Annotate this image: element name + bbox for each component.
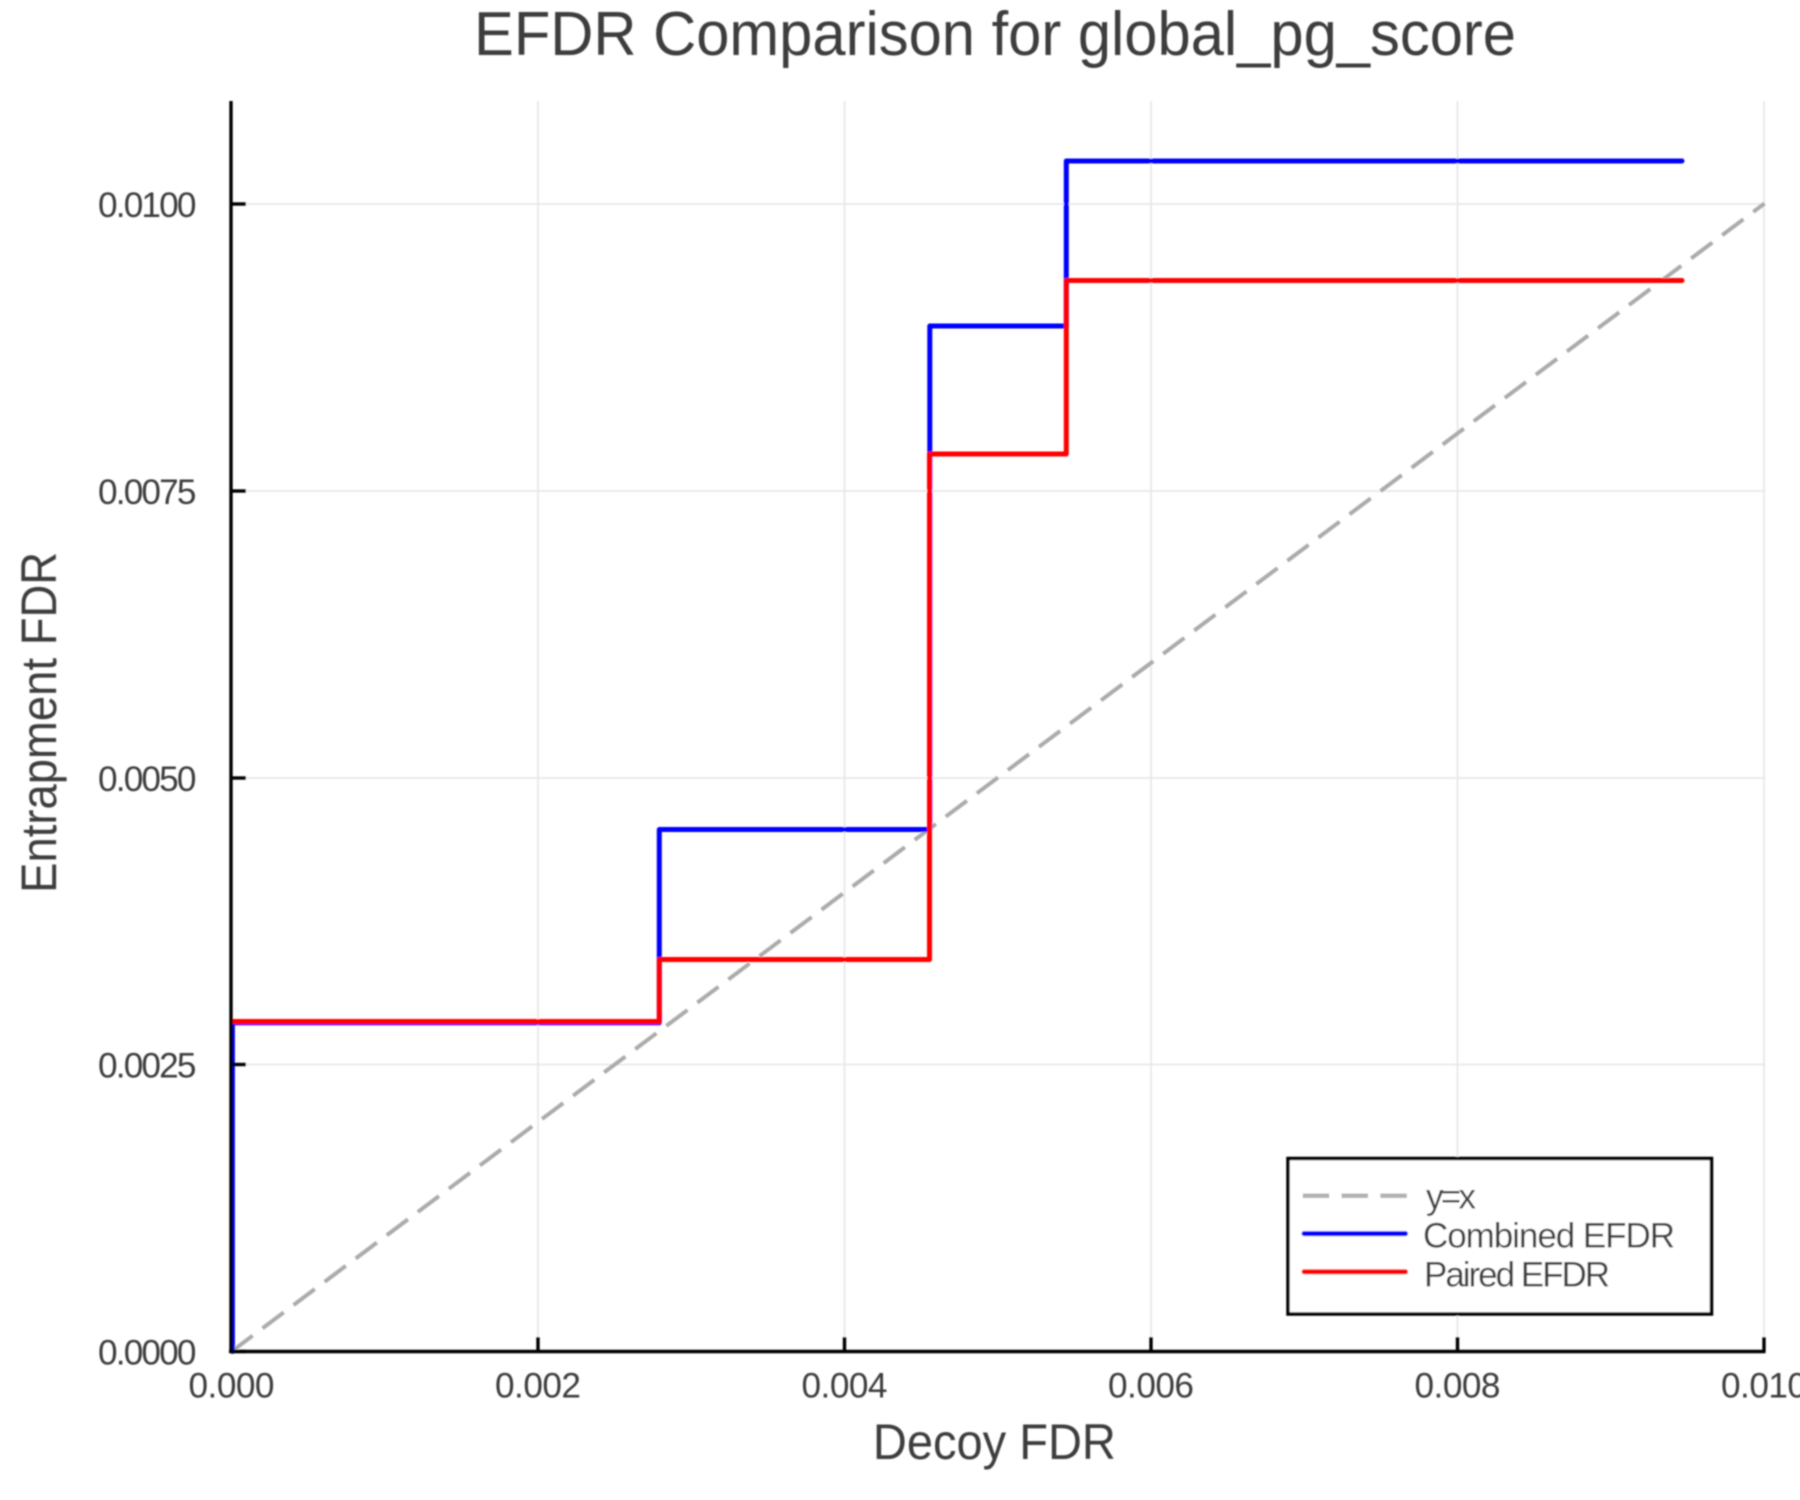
- svg-text:Combined EFDR: Combined EFDR: [1423, 1217, 1675, 1256]
- svg-text:0.010: 0.010: [1721, 1366, 1800, 1405]
- svg-text:0.002: 0.002: [495, 1366, 581, 1405]
- svg-text:0.0050: 0.0050: [98, 760, 197, 799]
- svg-text:0.008: 0.008: [1415, 1366, 1501, 1405]
- svg-text:0.0075: 0.0075: [98, 473, 197, 512]
- svg-text:0.0100: 0.0100: [98, 186, 197, 225]
- svg-text:0.000: 0.000: [189, 1366, 275, 1405]
- svg-text:Decoy FDR: Decoy FDR: [873, 1414, 1116, 1470]
- svg-text:Entrapment FDR: Entrapment FDR: [11, 552, 67, 893]
- svg-text:0.0000: 0.0000: [98, 1333, 197, 1372]
- svg-text:EFDR Comparison for global_pg_: EFDR Comparison for global_pg_score: [474, 0, 1516, 69]
- svg-text:0.0025: 0.0025: [98, 1046, 197, 1085]
- svg-text:Paired EFDR: Paired EFDR: [1424, 1256, 1610, 1295]
- svg-text:0.004: 0.004: [802, 1366, 888, 1405]
- svg-text:0.006: 0.006: [1108, 1366, 1194, 1405]
- svg-text:y=x: y=x: [1426, 1177, 1477, 1216]
